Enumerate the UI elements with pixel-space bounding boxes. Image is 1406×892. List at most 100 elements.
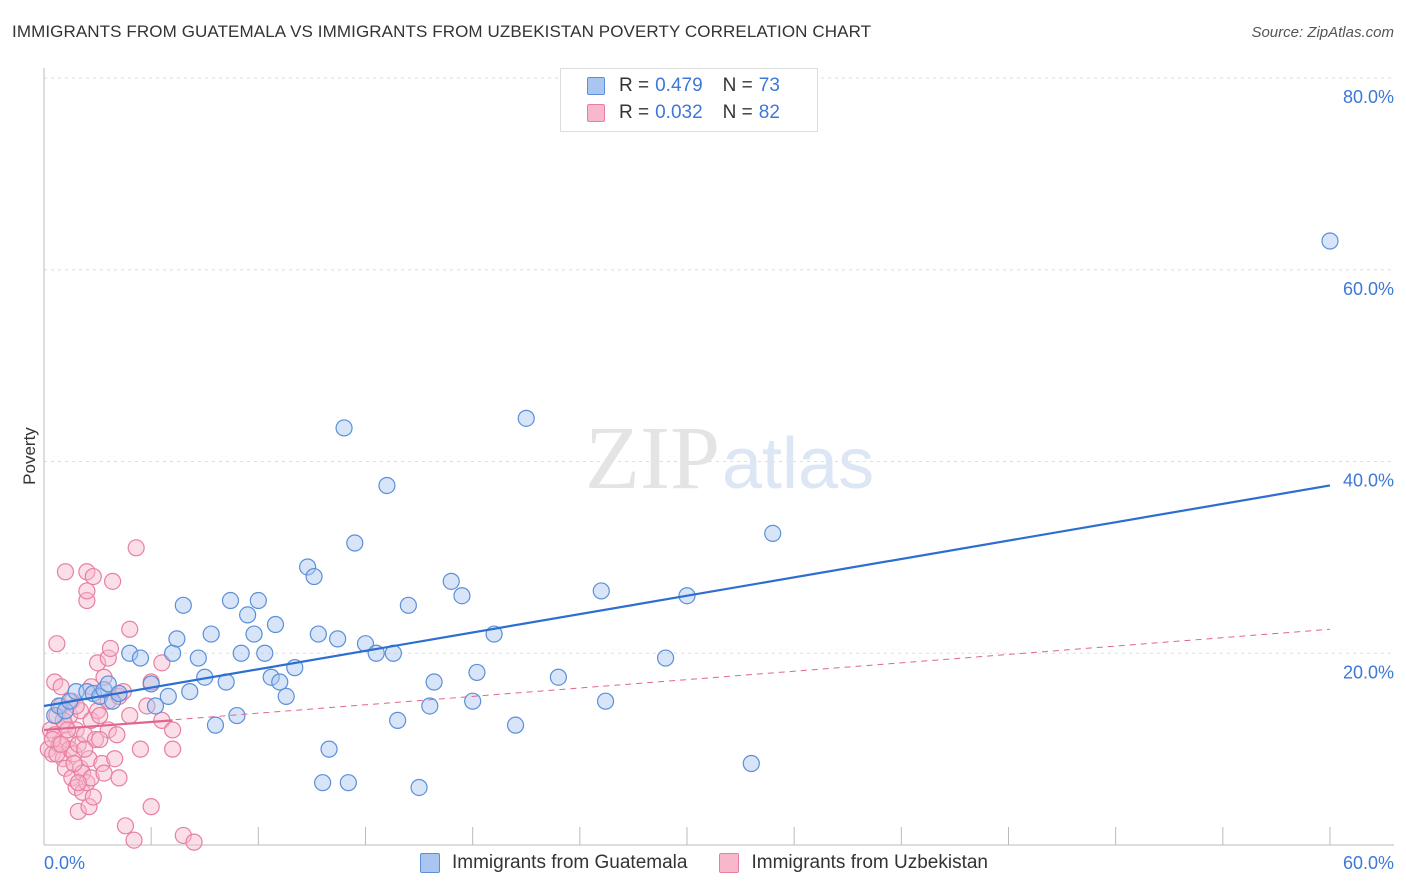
data-point-uzbekistan xyxy=(164,721,182,739)
data-point-uzbekistan xyxy=(164,740,182,758)
bottom-legend-label: Immigrants from Guatemala xyxy=(452,852,688,873)
data-point-guatemala xyxy=(168,630,186,648)
data-point-guatemala xyxy=(339,774,357,792)
y-tick-label: 80.0% xyxy=(1343,87,1394,107)
data-point-uzbekistan xyxy=(121,620,139,638)
legend-row-uzbekistan: R = 0.032 N = 82 xyxy=(587,101,780,125)
data-point-guatemala xyxy=(174,596,192,614)
grid-lines xyxy=(44,77,1394,654)
data-point-uzbekistan xyxy=(48,745,66,763)
x-tick-label-max: 60.0% xyxy=(1343,853,1394,873)
y-tick-label: 20.0% xyxy=(1343,662,1394,682)
data-point-guatemala xyxy=(46,706,64,725)
data-point-guatemala xyxy=(320,740,338,758)
data-point-guatemala xyxy=(299,558,317,576)
data-point-guatemala xyxy=(206,716,225,734)
data-point-uzbekistan xyxy=(101,639,120,658)
legend-swatch-blue xyxy=(587,77,605,95)
data-point-uzbekistan xyxy=(80,798,98,816)
data-point-uzbekistan xyxy=(73,783,92,801)
data-point-guatemala xyxy=(329,630,347,648)
y-axis-label: Poverty xyxy=(20,427,39,485)
legend-r-label: R = xyxy=(619,102,650,123)
data-point-uzbekistan xyxy=(91,706,109,725)
data-point-uzbekistan xyxy=(91,730,109,749)
data-point-uzbekistan xyxy=(69,774,87,792)
data-point-uzbekistan xyxy=(131,740,150,758)
data-point-guatemala xyxy=(262,668,280,686)
data-point-guatemala xyxy=(1321,232,1339,250)
data-point-guatemala xyxy=(656,649,675,667)
data-point-uzbekistan xyxy=(65,754,83,773)
legend-r-label: R = xyxy=(619,75,650,96)
data-point-guatemala xyxy=(221,591,240,610)
y-tick-label: 40.0% xyxy=(1343,471,1394,491)
watermark-zip: ZIP xyxy=(585,409,720,508)
bottom-legend: Immigrants from Guatemala Immigrants fro… xyxy=(420,852,1020,874)
trend-line-uzbekistan xyxy=(43,719,173,732)
data-point-uzbekistan xyxy=(84,788,102,806)
data-point-uzbekistan xyxy=(95,764,113,782)
data-point-guatemala xyxy=(189,649,207,667)
trend-line-uzbekistan-extended xyxy=(43,628,1331,731)
trend-lines xyxy=(43,484,1331,732)
data-point-guatemala xyxy=(202,625,220,643)
trend-line-guatemala xyxy=(43,484,1331,708)
series-uzbekistan-points xyxy=(39,539,203,851)
data-point-guatemala xyxy=(146,697,165,715)
data-point-guatemala xyxy=(249,591,267,610)
data-point-uzbekistan xyxy=(82,711,100,729)
legend: R = 0.479 N = 73 R = 0.032 N = 82 xyxy=(560,68,818,132)
data-point-guatemala xyxy=(464,692,482,710)
data-point-uzbekistan xyxy=(185,833,203,851)
data-point-uzbekistan xyxy=(106,750,124,768)
data-point-guatemala xyxy=(131,649,150,667)
data-point-guatemala xyxy=(309,625,327,643)
source-label: Source: ZipAtlas.com xyxy=(1251,24,1394,41)
data-point-guatemala xyxy=(181,682,199,701)
data-point-guatemala xyxy=(239,606,257,624)
data-point-uzbekistan xyxy=(88,654,107,672)
data-point-uzbekistan xyxy=(48,635,66,653)
data-point-guatemala xyxy=(256,644,274,662)
bottom-legend-swatch-blue xyxy=(420,853,440,873)
axes: 20.0% 40.0% 60.0% 80.0% xyxy=(43,68,1394,846)
legend-swatch-pink xyxy=(587,104,605,122)
data-point-uzbekistan xyxy=(58,721,77,739)
chart-title: IMMIGRANTS FROM GUATEMALA VS IMMIGRANTS … xyxy=(12,22,872,41)
data-point-uzbekistan xyxy=(125,831,143,849)
data-point-uzbekistan xyxy=(56,563,75,581)
legend-r-value: 0.479 xyxy=(655,75,703,96)
data-point-guatemala xyxy=(314,774,332,792)
data-point-guatemala xyxy=(549,668,568,686)
data-point-uzbekistan xyxy=(78,591,96,610)
data-point-guatemala xyxy=(517,409,535,427)
watermark-atlas: atlas xyxy=(722,424,874,504)
data-point-uzbekistan xyxy=(84,567,102,586)
bottom-legend-uzbekistan: Immigrants from Uzbekistan xyxy=(719,852,988,874)
data-point-uzbekistan xyxy=(121,706,139,725)
data-point-guatemala xyxy=(742,754,760,773)
data-point-guatemala xyxy=(425,673,443,691)
data-point-guatemala xyxy=(764,524,782,543)
data-point-guatemala xyxy=(121,644,139,662)
data-point-uzbekistan xyxy=(142,798,160,816)
data-point-uzbekistan xyxy=(174,826,192,845)
data-point-guatemala xyxy=(271,673,289,691)
data-point-uzbekistan xyxy=(73,764,92,782)
x-tick-label-min: 0.0% xyxy=(44,853,85,873)
data-point-uzbekistan xyxy=(153,654,171,672)
legend-n-label: N = xyxy=(722,102,753,123)
data-point-guatemala xyxy=(442,572,460,590)
data-point-uzbekistan xyxy=(78,582,96,600)
data-point-uzbekistan xyxy=(76,740,94,758)
legend-n-value: 82 xyxy=(758,102,780,123)
data-point-guatemala xyxy=(164,644,182,662)
data-point-guatemala xyxy=(335,419,353,437)
data-point-uzbekistan xyxy=(127,539,145,557)
data-point-guatemala xyxy=(596,692,615,710)
data-point-guatemala xyxy=(266,615,285,634)
data-point-guatemala xyxy=(346,534,364,552)
legend-n-label: N = xyxy=(722,75,753,96)
